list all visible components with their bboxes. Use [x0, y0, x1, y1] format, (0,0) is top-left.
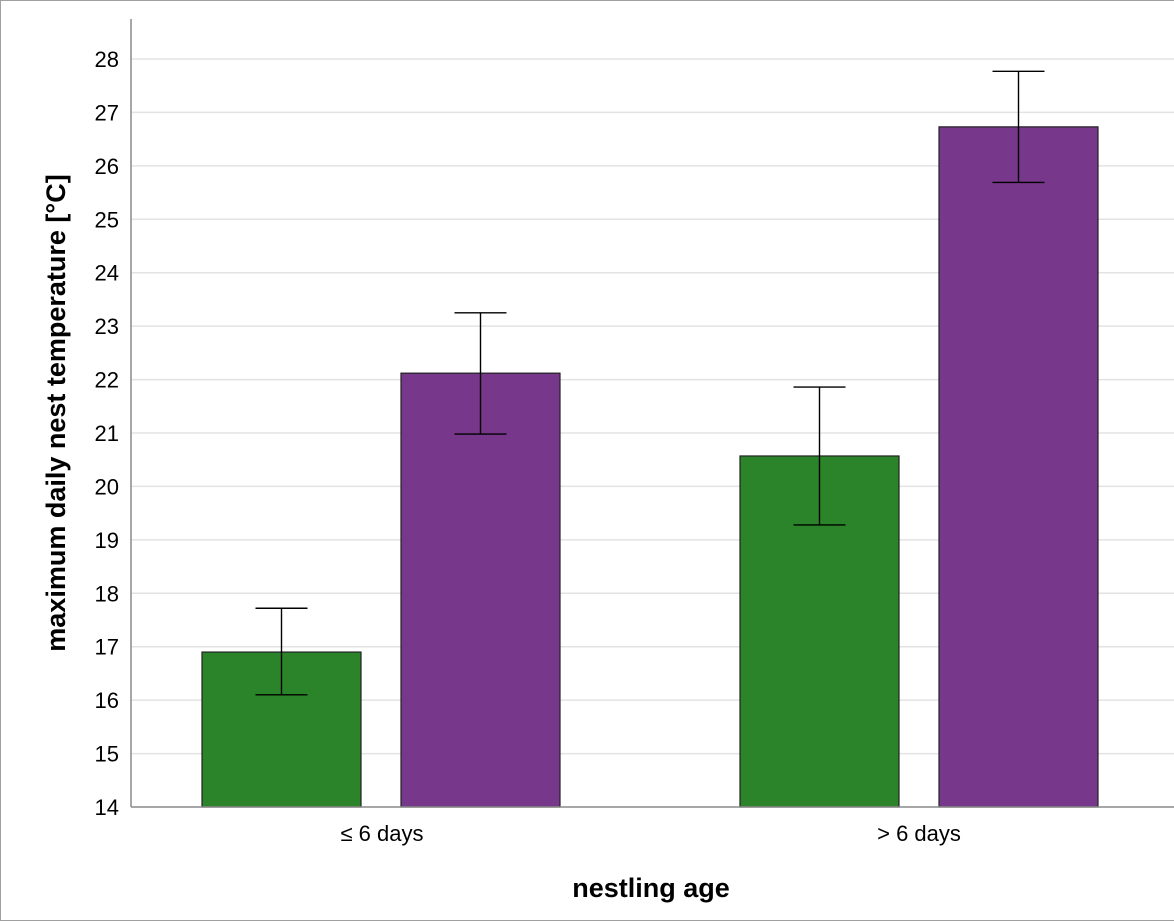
x-tick-label: > 6 days [877, 821, 961, 846]
y-tick-label: 18 [95, 581, 119, 606]
y-tick-label: 27 [95, 100, 119, 125]
x-tick-label: ≤ 6 days [340, 821, 423, 846]
bars-group [201, 126, 1099, 808]
gridlines [131, 58, 1174, 755]
y-tick-labels: 14 15 16 17 18 19 20 21 22 23 24 25 26 27 28 [95, 47, 119, 820]
y-tick-label: 25 [95, 207, 119, 232]
y-tick-label: 23 [95, 314, 119, 339]
y-tick-label: 16 [95, 688, 119, 713]
y-tick-label: 17 [95, 635, 119, 660]
y-tick-label: 15 [95, 742, 119, 767]
y-tick-label: 19 [95, 528, 119, 553]
bar [400, 372, 561, 808]
y-tick-label: 22 [95, 368, 119, 393]
bar [938, 126, 1099, 808]
y-tick-label: 24 [95, 261, 119, 286]
x-axis-title: nestling age [572, 873, 730, 903]
y-tick-label: 14 [95, 795, 119, 820]
y-axis-title: maximum daily nest temperature [°C] [41, 174, 71, 651]
y-tick-label: 26 [95, 154, 119, 179]
error-bars-group [255, 70, 1045, 696]
y-tick-label: 28 [95, 47, 119, 72]
y-tick-label: 20 [95, 474, 119, 499]
x-tick-labels: ≤ 6 days > 6 days [340, 821, 960, 846]
axes-group [130, 19, 1174, 808]
y-tick-label: 21 [95, 421, 119, 446]
